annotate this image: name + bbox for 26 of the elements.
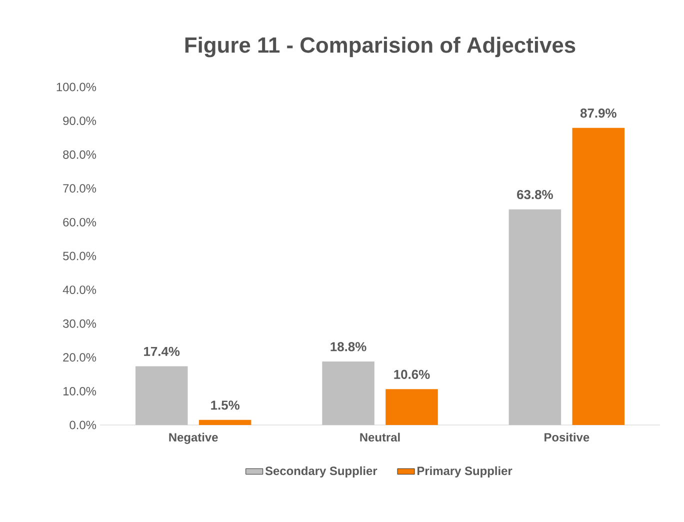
data-label: 1.5% [211, 400, 240, 410]
y-tick-label: 40.0% [62, 286, 96, 294]
bar [386, 389, 438, 425]
bar [198, 420, 252, 425]
legend-label: Primary Supplier [417, 466, 512, 478]
y-tick-label: 10.0% [63, 386, 96, 396]
y-tick-label: 60.0% [63, 218, 96, 226]
y-tick-label: 0.0% [70, 420, 96, 430]
data-label: 63.8% [517, 190, 553, 200]
data-label: 87.9% [580, 108, 616, 118]
data-label: 10.6% [394, 370, 430, 379]
y-tick-label: 20.0% [63, 353, 96, 362]
y-tick-label: 100.0% [56, 82, 96, 92]
y-tick-label: 80.0% [63, 150, 96, 159]
data-label: 17.4% [144, 346, 180, 356]
chart-title: Figure 11 - Comparision of Adjectives [185, 36, 576, 58]
x-tick-label: Negative [169, 432, 218, 444]
y-tick-label: 90.0% [63, 116, 96, 126]
y-tick-label: 30.0% [63, 319, 96, 328]
legend-label: Secondary Supplier [265, 466, 378, 478]
y-tick-label: 70.0% [63, 184, 96, 193]
x-tick-label: Neutral [360, 432, 400, 442]
data-label: 18.8% [330, 342, 366, 352]
bar [572, 128, 625, 425]
y-tick-label: 50.0% [63, 252, 96, 260]
x-tick-label: Positive [544, 432, 590, 442]
